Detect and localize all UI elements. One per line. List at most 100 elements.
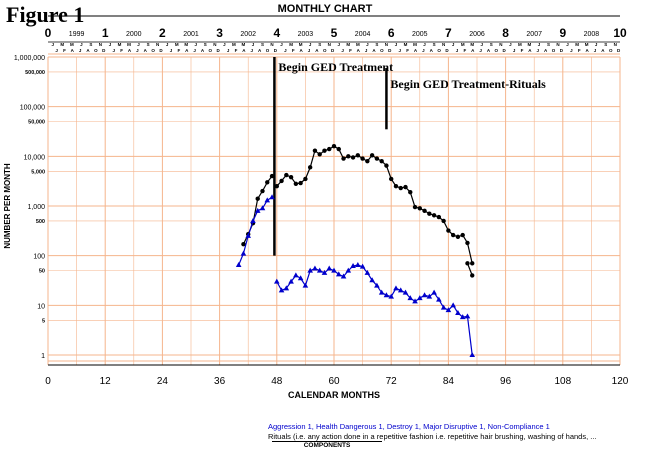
month-letter: J	[395, 42, 398, 47]
y-tick-label: 50	[39, 269, 45, 275]
data-point-rituals	[470, 273, 475, 278]
month-letter: M	[470, 42, 474, 47]
top-axis-number: 6	[388, 26, 395, 40]
data-point-rituals	[341, 156, 346, 161]
year-label: 2001	[183, 31, 199, 38]
year-label: 2005	[412, 31, 428, 38]
top-axis-number: 1	[102, 26, 109, 40]
y-tick-label: 1	[41, 353, 45, 360]
data-point-behaviors	[278, 287, 285, 293]
data-point-rituals	[384, 163, 389, 168]
data-point-behaviors	[397, 287, 404, 293]
data-point-behaviors	[455, 310, 461, 316]
month-letter: J	[137, 42, 140, 47]
month-letter: J	[280, 42, 283, 47]
month-letter: M	[289, 42, 293, 47]
month-letter: O	[266, 48, 270, 53]
month-letter: A	[372, 48, 376, 53]
data-point-behaviors	[326, 265, 333, 271]
month-letter: N	[499, 42, 502, 47]
data-point-behaviors	[464, 313, 471, 319]
month-letter: J	[113, 48, 116, 53]
x-tick-label: 36	[214, 376, 226, 387]
annotation-label: Begin GED Treatment-Rituals	[390, 77, 546, 91]
month-letter: J	[423, 42, 426, 47]
month-letter: M	[70, 42, 74, 47]
figure-label: Figure 1	[6, 2, 85, 27]
data-point-rituals	[350, 155, 356, 160]
chart-title: MONTHLY CHART	[277, 3, 373, 15]
data-point-rituals	[260, 188, 265, 194]
month-letter: J	[252, 42, 255, 47]
y-tick-label: 1,000,000	[14, 55, 45, 62]
data-point-rituals	[360, 156, 365, 161]
data-point-rituals	[431, 213, 437, 218]
month-letter: F	[235, 48, 238, 53]
year-label: 1999	[69, 31, 85, 38]
month-letter: F	[578, 48, 581, 53]
month-letter: F	[177, 48, 180, 53]
top-axis-number: 10	[613, 26, 627, 40]
month-letter: J	[513, 48, 516, 53]
month-letter: A	[544, 48, 548, 53]
month-letter: F	[521, 48, 524, 53]
month-letter: J	[227, 48, 230, 53]
data-point-rituals	[274, 184, 279, 189]
data-point-behaviors	[412, 298, 418, 304]
data-point-rituals	[446, 228, 451, 233]
y-tick-label: 1,000	[27, 204, 45, 211]
month-letter: M	[184, 42, 188, 47]
month-letter: N	[556, 42, 559, 47]
month-letter: S	[147, 42, 150, 47]
month-letter: J	[366, 42, 369, 47]
month-letter: A	[299, 48, 303, 53]
data-point-behaviors	[364, 269, 371, 275]
month-letter: J	[481, 42, 484, 47]
year-label: 2003	[298, 31, 314, 38]
month-letter: N	[614, 42, 617, 47]
data-point-rituals	[265, 180, 270, 185]
data-point-behaviors	[307, 267, 313, 273]
month-letter: A	[601, 48, 605, 53]
month-letter: F	[120, 48, 123, 53]
month-letter: A	[528, 48, 532, 53]
month-letter: J	[594, 48, 597, 53]
data-point-behaviors	[469, 352, 476, 357]
data-point-rituals	[279, 178, 284, 184]
data-point-rituals	[269, 173, 275, 179]
x-tick-label: 72	[386, 376, 398, 387]
month-letter: M	[60, 42, 64, 47]
month-letter: N	[385, 42, 388, 47]
data-point-rituals	[307, 165, 313, 170]
month-letter: A	[315, 48, 319, 53]
month-letter: M	[356, 42, 360, 47]
month-letter: J	[422, 48, 425, 53]
data-point-behaviors	[388, 293, 394, 299]
month-letter: A	[144, 48, 148, 53]
top-axis-number: 2	[159, 26, 166, 40]
top-axis-number: 3	[216, 26, 223, 40]
data-point-rituals	[369, 153, 375, 158]
month-letter: M	[585, 42, 589, 47]
data-point-behaviors	[335, 271, 342, 277]
top-axis-number: 0	[45, 26, 52, 40]
month-letter: F	[349, 48, 352, 53]
month-letter: J	[136, 48, 139, 53]
data-point-behaviors	[254, 207, 261, 213]
data-point-behaviors	[235, 261, 242, 267]
data-point-behaviors	[316, 267, 323, 273]
data-point-rituals	[293, 181, 299, 186]
month-letter: J	[341, 48, 344, 53]
top-axis-number: 5	[331, 26, 338, 40]
year-label: 2006	[469, 31, 485, 38]
month-letter: A	[585, 48, 589, 53]
month-letter: O	[323, 48, 327, 53]
data-point-rituals	[327, 146, 332, 152]
month-letter: F	[63, 48, 66, 53]
month-letter: O	[552, 48, 556, 53]
x-tick-label: 24	[157, 376, 169, 387]
month-letter: A	[242, 48, 246, 53]
y-tick-label: 10	[37, 303, 45, 310]
month-letter: M	[242, 42, 246, 47]
